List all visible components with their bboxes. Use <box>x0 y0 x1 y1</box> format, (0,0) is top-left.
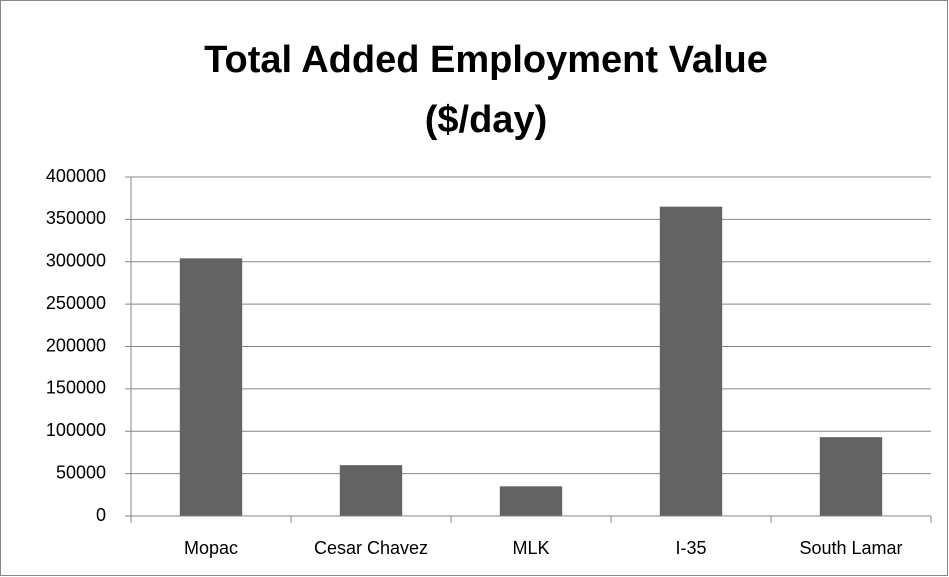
chart-title: Total Added Employment Value <box>204 39 768 81</box>
x-tick-label: Cesar Chavez <box>314 538 428 558</box>
y-tick-label: 400000 <box>46 166 106 186</box>
y-tick-label: 350000 <box>46 208 106 228</box>
y-tick-label: 50000 <box>56 462 106 482</box>
y-tick-label: 300000 <box>46 251 106 271</box>
bar <box>499 486 563 516</box>
y-tick-label: 150000 <box>46 378 106 398</box>
chart-title: ($/day) <box>425 99 547 141</box>
y-tick-label: 100000 <box>46 420 106 440</box>
x-tick-label: South Lamar <box>799 538 902 558</box>
bar <box>339 465 403 516</box>
x-tick-label: MLK <box>512 538 549 558</box>
x-tick-label: Mopac <box>184 538 238 558</box>
y-tick-label: 0 <box>96 505 106 525</box>
bar <box>179 258 243 516</box>
x-tick-label: I-35 <box>675 538 706 558</box>
y-tick-label: 250000 <box>46 293 106 313</box>
y-tick-label: 200000 <box>46 335 106 355</box>
bar <box>819 437 883 516</box>
bar <box>659 206 723 516</box>
